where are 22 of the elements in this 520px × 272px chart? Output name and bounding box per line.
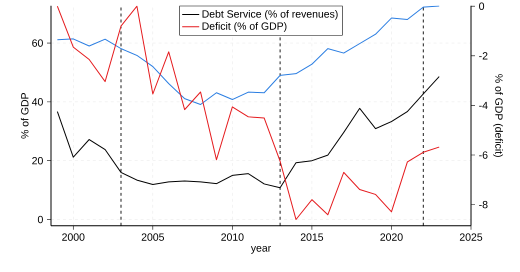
x-tick-label: 2010 (221, 233, 244, 241)
x-tick-label: 2025 (460, 233, 482, 241)
x-tick-label: 2005 (142, 233, 164, 241)
y-tick-label: 20 (32, 157, 43, 164)
legend-label: Debt Service (% of revenues) (202, 10, 338, 20)
y2-tick-label: -6 (479, 151, 488, 159)
y2-tick-label: -2 (479, 52, 488, 60)
legend-label: Deficit (% of GDP) (202, 22, 286, 32)
y2-axis-title: % of GDP (deficit) (493, 74, 503, 157)
y-tick-label: 60 (32, 39, 43, 47)
y-axis-title: % of GDP (20, 93, 29, 139)
x-axis-title: year (250, 246, 272, 254)
y-tick-label: 0 (38, 216, 43, 224)
x-tick-label: 2015 (300, 233, 324, 241)
y2-tick-label: 0 (479, 2, 484, 10)
x-tick-label: 2020 (380, 233, 403, 241)
y-tick-label: 40 (32, 98, 43, 106)
line-series (56, 6, 440, 220)
x-tick-label: 2000 (62, 233, 84, 241)
y2-tick-label: -4 (479, 102, 488, 109)
y2-tick-label: -8 (479, 200, 488, 208)
line-series (56, 6, 440, 106)
